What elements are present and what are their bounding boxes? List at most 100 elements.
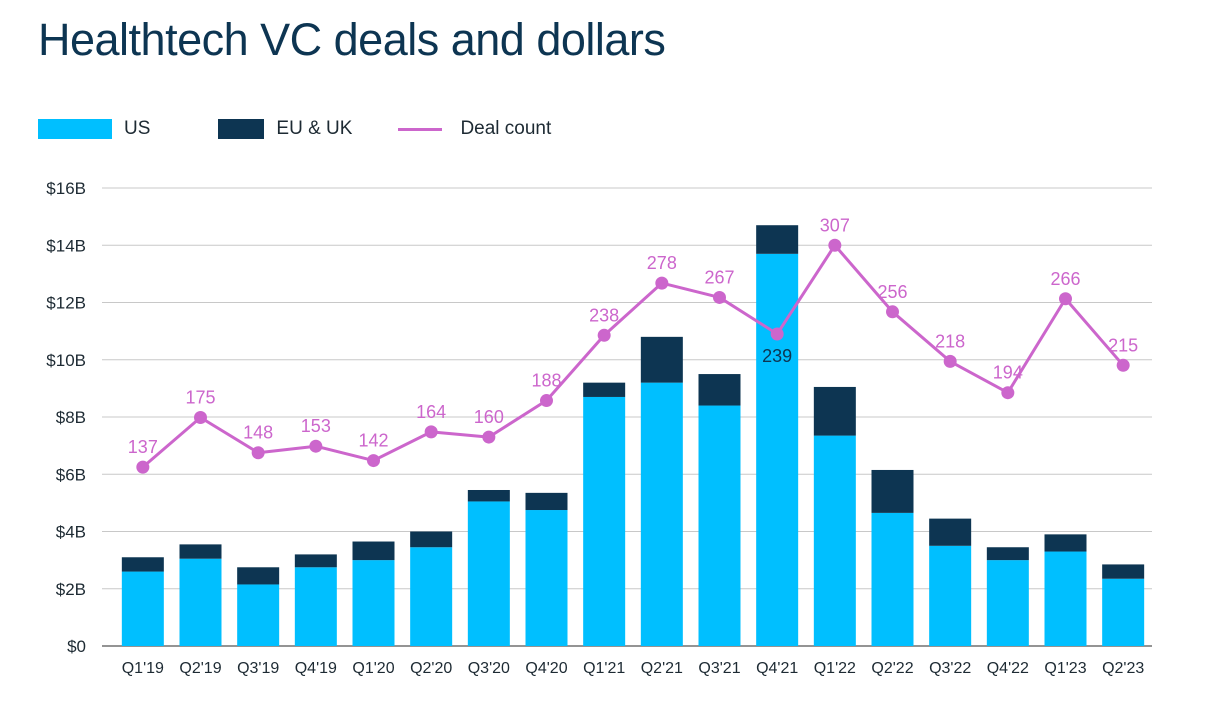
deal-count-label: 194: [993, 363, 1023, 383]
bar-us: [640, 382, 683, 646]
bar-us: [237, 584, 280, 646]
x-tick-label: Q4'19: [295, 660, 337, 677]
bar-us: [871, 512, 914, 646]
legend-swatch-eu-uk: [218, 119, 265, 139]
deal-count-point: [424, 425, 438, 439]
x-tick-label: Q2'21: [641, 660, 683, 677]
chart-legend: US EU & UK Deal count: [38, 116, 591, 142]
bar-eu-uk: [1102, 564, 1145, 579]
bar-us: [410, 547, 453, 646]
x-tick-label: Q1'21: [583, 660, 625, 677]
deal-count-point: [540, 394, 553, 408]
bar-eu-uk: [698, 374, 741, 406]
bar-eu-uk: [525, 492, 568, 511]
x-tick-label: Q2'22: [871, 660, 913, 677]
bar-us: [467, 501, 510, 646]
bar-us: [525, 510, 568, 646]
deal-count-point: [251, 446, 265, 460]
bar-eu-uk: [352, 541, 395, 561]
deal-count-point: [1059, 292, 1072, 306]
x-tick-label: Q1'19: [122, 660, 164, 677]
x-tick-label: Q3'19: [237, 660, 279, 677]
legend-label-deal-count: Deal count: [460, 118, 552, 139]
deal-count-label: 153: [301, 416, 331, 436]
deal-count-label: 188: [531, 371, 561, 391]
x-tick-label: Q3'22: [929, 660, 971, 677]
deal-count-label: 160: [474, 407, 504, 427]
legend-item-deal-count: Deal count: [392, 118, 551, 140]
bar-eu-uk: [1044, 534, 1087, 552]
deal-count-point: [1001, 386, 1015, 400]
bar-eu-uk: [813, 386, 856, 436]
deal-count-label: 267: [704, 267, 734, 287]
y-tick-label: $16B: [46, 179, 86, 198]
bar-us: [1044, 551, 1087, 646]
bar-eu-uk: [583, 382, 626, 397]
x-tick-label: Q1'22: [814, 660, 856, 677]
deal-count-point: [943, 354, 957, 368]
bar-eu-uk: [871, 469, 914, 513]
deal-count-label: 239: [762, 346, 792, 366]
bar-eu-uk: [467, 489, 510, 502]
deal-count-label: 278: [647, 253, 677, 273]
x-tick-label: Q4'20: [525, 660, 567, 677]
deal-count-point: [597, 328, 611, 342]
x-tick-label: Q3'21: [698, 660, 740, 677]
chart-title: Healthtech VC deals and dollars: [38, 14, 666, 65]
deal-count-point: [367, 454, 380, 468]
deal-count-point: [828, 238, 842, 252]
x-tick-label: Q1'23: [1044, 660, 1086, 677]
x-tick-label: Q1'20: [352, 660, 394, 677]
deal-count-label: 137: [128, 437, 158, 457]
y-tick-label: $0: [67, 637, 86, 656]
legend-label-eu-uk: EU & UK: [276, 118, 353, 139]
deal-count-point: [713, 290, 726, 304]
bar-us: [1102, 578, 1145, 646]
x-tick-label: Q2'23: [1102, 660, 1144, 677]
bar-eu-uk: [410, 531, 453, 548]
x-tick-label: Q3'20: [468, 660, 510, 677]
bar-us: [698, 405, 741, 646]
bar-us: [929, 545, 972, 646]
bar-eu-uk: [179, 544, 222, 559]
bar-eu-uk: [294, 554, 337, 568]
y-tick-label: $14B: [46, 236, 86, 255]
bar-us: [294, 567, 337, 646]
bar-us: [813, 435, 856, 646]
bar-us: [352, 560, 395, 646]
deal-count-label: 142: [358, 431, 388, 451]
y-tick-label: $12B: [46, 294, 86, 313]
deal-count-label: 266: [1050, 269, 1080, 289]
deal-count-point: [194, 411, 207, 425]
deal-count-point: [482, 430, 496, 444]
legend-item-us: US: [38, 118, 150, 140]
bar-us: [986, 560, 1029, 646]
deal-count-point: [1116, 358, 1130, 372]
y-tick-label: $6B: [56, 465, 86, 484]
deal-count-label: 164: [416, 402, 446, 422]
deal-count-label: 175: [185, 388, 215, 408]
deal-count-label: 148: [243, 423, 273, 443]
bar-us: [756, 253, 799, 646]
deal-count-label: 218: [935, 331, 965, 351]
deal-count-label: 215: [1108, 335, 1138, 355]
legend-swatch-deal-count: [398, 127, 443, 131]
legend-item-eu-uk: EU & UK: [218, 118, 352, 140]
deal-count-label: 238: [589, 305, 619, 325]
y-tick-label: $2B: [56, 580, 86, 599]
bar-us: [179, 558, 222, 646]
legend-swatch-us: [38, 119, 112, 139]
deal-count-point: [770, 327, 784, 341]
x-tick-label: Q2'19: [179, 660, 221, 677]
bar-eu-uk: [986, 547, 1029, 561]
bar-eu-uk: [929, 518, 972, 546]
deal-count-line: [141, 243, 1125, 469]
y-tick-label: $10B: [46, 351, 86, 370]
bar-us: [121, 571, 164, 646]
deal-count-label: 307: [820, 215, 850, 235]
x-tick-label: Q4'22: [987, 660, 1029, 677]
deal-count-label: 256: [877, 282, 907, 302]
bar-eu-uk: [121, 557, 164, 572]
legend-label-us: US: [124, 118, 151, 139]
